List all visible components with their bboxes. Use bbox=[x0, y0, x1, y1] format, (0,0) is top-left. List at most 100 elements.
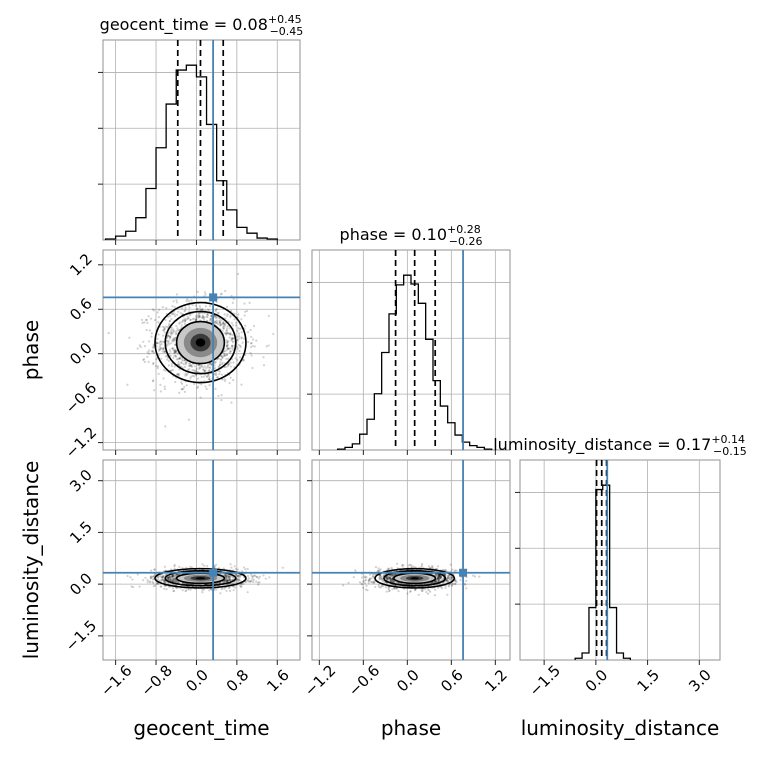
sample-point bbox=[220, 292, 223, 295]
sample-point bbox=[406, 592, 409, 595]
sample-point bbox=[227, 579, 230, 582]
sample-point bbox=[128, 336, 131, 339]
sample-point bbox=[243, 314, 246, 317]
sample-point bbox=[187, 299, 190, 302]
sample-point bbox=[216, 323, 220, 326]
sample-point bbox=[167, 576, 170, 579]
sample-point bbox=[175, 573, 178, 576]
sample-point bbox=[239, 346, 242, 349]
sample-point bbox=[244, 324, 247, 327]
sample-point bbox=[236, 339, 239, 342]
sample-point bbox=[191, 303, 194, 306]
sample-point bbox=[220, 319, 223, 322]
sample-point bbox=[249, 342, 253, 345]
sample-point bbox=[174, 354, 177, 357]
sample-point bbox=[438, 577, 441, 580]
sample-point bbox=[438, 575, 441, 578]
sample-point bbox=[380, 577, 383, 580]
sample-point bbox=[176, 581, 180, 584]
sample-point bbox=[448, 574, 451, 577]
sample-point bbox=[185, 373, 188, 376]
sample-point bbox=[177, 374, 180, 377]
sample-point bbox=[258, 575, 261, 578]
sample-point bbox=[379, 568, 382, 571]
sample-point bbox=[172, 312, 175, 315]
x-tick-label-geocent_time: 0.0 bbox=[182, 666, 212, 696]
sample-point bbox=[170, 331, 173, 334]
sample-point bbox=[436, 578, 439, 581]
sample-point bbox=[162, 328, 165, 332]
sample-point bbox=[191, 318, 194, 321]
sample-point bbox=[180, 307, 184, 310]
sample-point bbox=[225, 574, 229, 577]
sample-point bbox=[196, 315, 199, 319]
sample-point bbox=[385, 576, 388, 580]
sample-point bbox=[208, 368, 211, 372]
sample-point bbox=[160, 347, 163, 350]
sample-point bbox=[150, 569, 153, 572]
sample-point bbox=[182, 318, 185, 322]
sample-point bbox=[173, 578, 176, 581]
title-value: phase = 0.10 bbox=[340, 225, 447, 244]
sample-point bbox=[174, 315, 177, 318]
sample-point bbox=[420, 562, 424, 566]
sample-point bbox=[234, 573, 237, 576]
sample-point bbox=[342, 584, 345, 587]
sample-point bbox=[378, 574, 381, 577]
y-tick-label-luminosity_distance: −1.5 bbox=[62, 617, 100, 655]
sample-point bbox=[151, 580, 154, 583]
sample-point bbox=[150, 575, 153, 578]
x-axis-label-geocent_time: geocent_time bbox=[133, 716, 269, 740]
title-geocent_time: geocent_time = 0.08+0.45 −0.45 bbox=[100, 13, 304, 38]
sample-point bbox=[446, 575, 449, 578]
sample-point bbox=[478, 575, 481, 578]
sample-point bbox=[196, 386, 199, 389]
sample-point bbox=[388, 577, 391, 580]
sample-point bbox=[449, 578, 452, 581]
sample-point bbox=[172, 575, 175, 578]
sample-point bbox=[440, 575, 443, 579]
sample-point bbox=[184, 317, 187, 321]
sample-point bbox=[229, 575, 232, 579]
sample-point bbox=[230, 321, 234, 325]
sample-point bbox=[363, 579, 366, 582]
sample-point bbox=[391, 579, 394, 582]
sample-point bbox=[182, 387, 185, 391]
sample-point bbox=[198, 315, 202, 319]
sample-point bbox=[219, 363, 222, 366]
sample-point bbox=[431, 581, 434, 585]
sample-point bbox=[208, 363, 211, 366]
sample-point bbox=[389, 580, 392, 583]
sample-point bbox=[251, 344, 254, 348]
sample-point bbox=[226, 332, 229, 335]
sample-point bbox=[170, 575, 173, 578]
sample-point bbox=[209, 366, 212, 369]
sample-point bbox=[257, 581, 260, 584]
sample-point bbox=[444, 568, 447, 572]
sample-point bbox=[465, 579, 468, 582]
sample-point bbox=[152, 379, 155, 382]
sample-point bbox=[217, 394, 220, 398]
sample-point bbox=[267, 344, 270, 347]
sample-point bbox=[387, 587, 390, 591]
sample-point bbox=[228, 586, 231, 589]
sample-point bbox=[388, 590, 391, 593]
sample-point bbox=[174, 580, 177, 583]
sample-point bbox=[153, 318, 157, 322]
sample-point bbox=[172, 580, 175, 583]
sample-point bbox=[223, 573, 226, 576]
sample-point bbox=[388, 579, 392, 582]
sample-point bbox=[434, 574, 437, 577]
sample-point bbox=[388, 589, 391, 592]
sample-point bbox=[378, 577, 382, 580]
sample-point bbox=[440, 578, 444, 581]
sample-point bbox=[169, 350, 172, 353]
sample-point bbox=[246, 567, 249, 571]
sample-point bbox=[180, 361, 183, 364]
sample-point bbox=[209, 314, 213, 318]
sample-point bbox=[436, 577, 439, 580]
sample-point bbox=[195, 367, 198, 370]
sample-point bbox=[227, 340, 230, 343]
sample-point bbox=[168, 348, 172, 351]
sample-point bbox=[175, 579, 178, 582]
